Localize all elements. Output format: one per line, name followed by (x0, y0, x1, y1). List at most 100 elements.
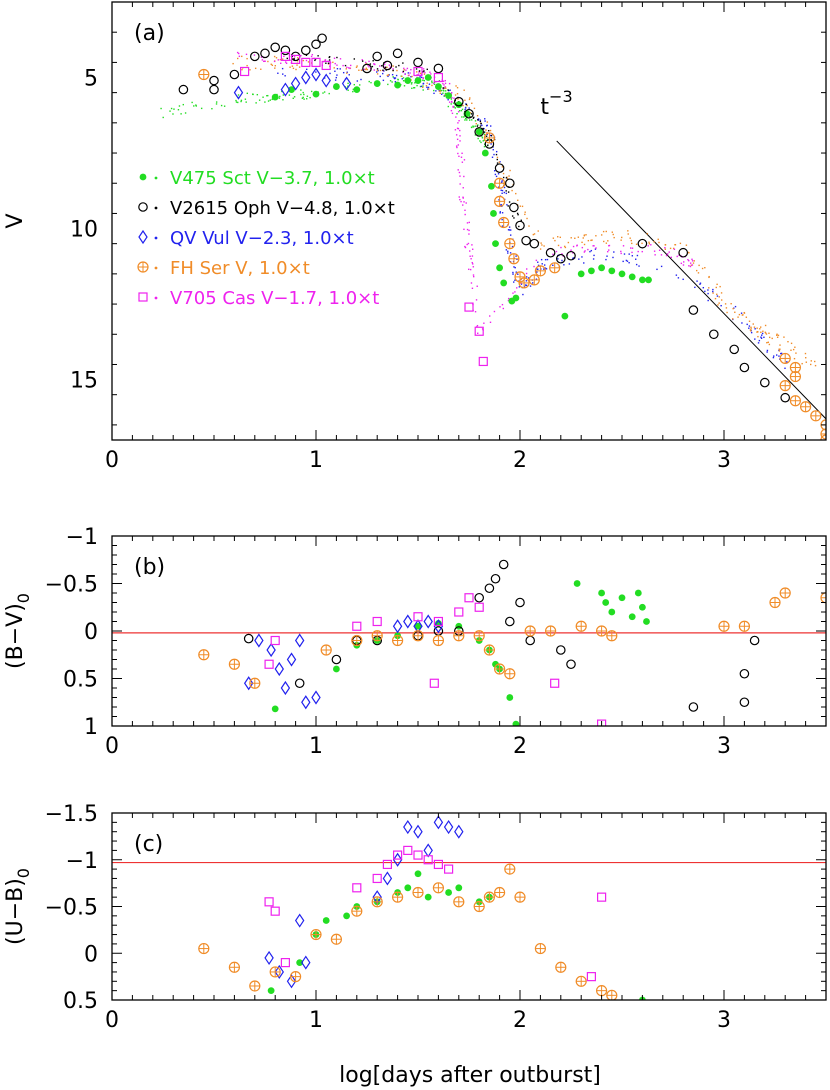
dense-point (394, 81, 397, 83)
dense-point (765, 333, 768, 335)
dense-point (456, 146, 458, 149)
dense-point (804, 352, 807, 355)
dense-point (365, 67, 368, 69)
data-point (433, 859, 443, 870)
data-point (500, 279, 508, 287)
dense-point (366, 68, 369, 71)
y-axis-label-subscript: 0 (14, 868, 33, 878)
dense-point (501, 303, 504, 306)
dense-point (376, 69, 379, 72)
dense-point (389, 80, 392, 82)
dense-point (541, 263, 543, 265)
data-point (267, 987, 275, 995)
dense-point (237, 57, 239, 60)
data-point (759, 377, 770, 388)
data-point (392, 619, 403, 634)
data-point (413, 850, 423, 860)
data-point (575, 620, 587, 632)
dense-point (336, 64, 338, 66)
dense-point (267, 94, 269, 97)
dense-point (483, 127, 485, 130)
dense-point (470, 113, 473, 115)
dense-point (422, 85, 424, 87)
dense-point (274, 65, 277, 67)
dense-point (641, 250, 643, 253)
dense-point (414, 82, 416, 84)
dense-point (191, 101, 193, 104)
dense-point (535, 259, 538, 262)
data-point (494, 886, 506, 899)
dense-point (396, 69, 398, 72)
dense-point (293, 58, 295, 60)
plot-area (112, 815, 826, 1000)
data-point (333, 665, 340, 673)
power-law-line (556, 140, 826, 420)
dense-point (508, 175, 510, 177)
dense-point (470, 282, 473, 284)
data-point (286, 974, 297, 989)
dense-point (608, 244, 611, 247)
data-point (392, 852, 403, 867)
dense-point (460, 200, 462, 203)
data-point (414, 870, 422, 878)
dense-point (457, 122, 459, 124)
data-point (392, 634, 404, 647)
dense-point (762, 330, 764, 332)
legend-marker (139, 173, 147, 181)
dense-point (195, 105, 198, 107)
dense-point (498, 161, 500, 163)
dense-point (712, 288, 714, 291)
dense-point (267, 100, 270, 102)
dense-point (641, 242, 643, 245)
dense-point (458, 196, 460, 198)
y-tick-label: 10 (70, 218, 98, 243)
dense-point (466, 104, 468, 107)
data-point (645, 276, 652, 284)
dense-point (715, 286, 717, 289)
dense-point (347, 89, 349, 91)
dense-point (296, 64, 298, 66)
dense-point (754, 328, 756, 330)
dense-point (370, 81, 372, 84)
data-point (352, 883, 362, 893)
legend-item: QV Vul V−2.3, 1.0×t (138, 228, 354, 249)
data-point (403, 614, 413, 629)
dense-point (708, 276, 710, 279)
data-point (729, 344, 739, 355)
dense-point (406, 67, 409, 70)
dense-point (576, 245, 578, 247)
dense-point (430, 73, 432, 75)
dense-point (590, 239, 592, 242)
dense-point (258, 99, 261, 101)
dense-point (570, 249, 572, 251)
data-point (423, 855, 433, 865)
dense-point (458, 120, 460, 122)
dense-point (779, 348, 781, 350)
dense-point (479, 140, 481, 142)
dense-point (531, 282, 534, 284)
dense-point (750, 330, 752, 332)
data-point (478, 356, 488, 367)
data-point (429, 678, 439, 688)
dense-point (468, 221, 470, 224)
dense-point (464, 209, 466, 211)
dense-point (704, 290, 706, 293)
dense-point (469, 112, 472, 114)
data-point (588, 267, 595, 275)
dense-point (386, 74, 389, 77)
dense-point (499, 306, 501, 308)
dense-point (573, 257, 575, 259)
dense-point (546, 258, 549, 261)
dense-point (552, 237, 555, 239)
data-point (413, 612, 423, 622)
dense-point (607, 240, 609, 242)
dense-point (296, 57, 299, 59)
dense-point (486, 121, 489, 123)
dense-point (419, 85, 422, 88)
dense-point (612, 256, 614, 259)
dense-point (750, 326, 752, 328)
dense-point (282, 58, 284, 60)
data-point (521, 235, 531, 246)
dense-point (458, 155, 460, 158)
dense-point (740, 312, 743, 314)
